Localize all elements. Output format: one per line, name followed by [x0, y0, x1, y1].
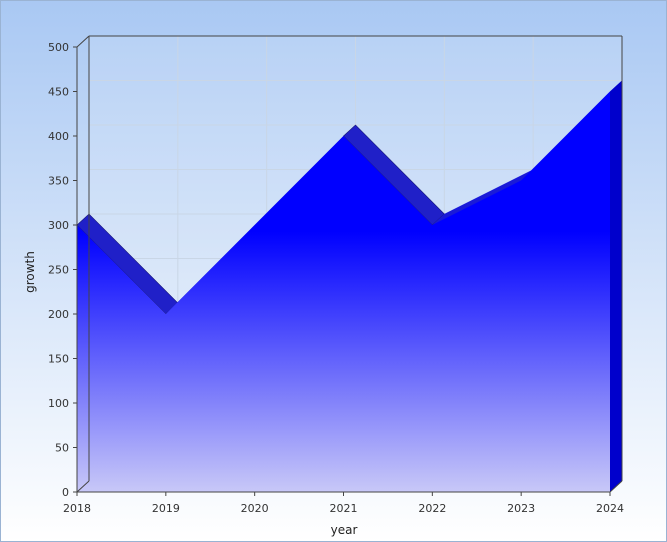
data-point [253, 224, 256, 227]
data-point [609, 90, 612, 93]
frame-bottom-right-depth [609, 480, 623, 493]
y-tick-label: 50 [55, 442, 69, 455]
x-tick-label: 2023 [507, 502, 535, 515]
y-tick-label: 250 [48, 264, 69, 277]
area-front-face [77, 91, 610, 492]
y-axis-tick-labels: 0 50 100 150 200 250 300 350 400 450 500 [48, 41, 77, 499]
y-tick-label: 300 [48, 219, 69, 232]
y-tick-label: 150 [48, 353, 69, 366]
frame-bottom-left-depth [76, 480, 90, 493]
x-tick-label: 2019 [152, 502, 180, 515]
data-point [431, 224, 434, 227]
x-axis-title: year [331, 523, 358, 537]
area-side-face [610, 80, 622, 492]
y-tick-label: 500 [48, 41, 69, 54]
x-tick-label: 2020 [241, 502, 269, 515]
data-point [520, 179, 523, 182]
x-tick-label: 2022 [418, 502, 446, 515]
data-point [342, 135, 345, 138]
y-tick-label: 400 [48, 130, 69, 143]
x-tick-label: 2018 [63, 502, 91, 515]
y-tick-label: 350 [48, 175, 69, 188]
y-tick-label: 0 [62, 486, 69, 499]
y-tick-label: 450 [48, 86, 69, 99]
y-tick-label: 200 [48, 308, 69, 321]
y-axis-title: growth [23, 251, 37, 293]
frame-top-left-depth [76, 35, 90, 48]
x-axis-tick-labels: 2018 2019 2020 2021 2022 2023 2024 [63, 492, 624, 515]
x-tick-label: 2024 [596, 502, 624, 515]
area-series [76, 80, 622, 492]
data-point [164, 313, 167, 316]
area-top-segment [432, 169, 534, 225]
y-tick-label: 100 [48, 397, 69, 410]
x-tick-label: 2021 [330, 502, 358, 515]
